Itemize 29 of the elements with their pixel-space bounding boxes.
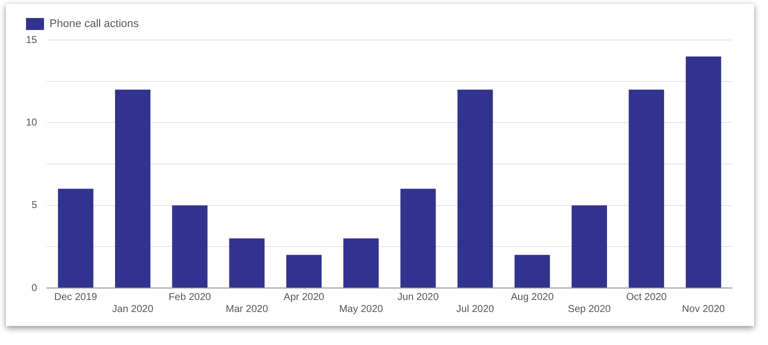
- x-tick-label: Nov 2020: [682, 304, 726, 315]
- x-tick-label: Feb 2020: [168, 292, 212, 303]
- x-tick-label: Jan 2020: [112, 304, 154, 315]
- x-tick-label: Jun 2020: [398, 292, 440, 303]
- x-tick-label: Mar 2020: [226, 304, 268, 315]
- bar: [343, 238, 379, 288]
- y-tick-label: 15: [26, 34, 38, 46]
- bar: [514, 254, 550, 288]
- legend-label: Phone call actions: [50, 18, 140, 30]
- x-tick-label: Oct 2020: [626, 292, 668, 303]
- bar: [58, 188, 94, 288]
- x-tick-label: Apr 2020: [284, 292, 325, 303]
- bar: [229, 238, 265, 288]
- x-tick-label: Jul 2020: [456, 304, 495, 315]
- x-tick-label: May 2020: [339, 304, 384, 315]
- x-tick-label: Dec 2019: [54, 292, 98, 303]
- bar: [172, 205, 208, 288]
- x-tick-label: Sep 2020: [568, 304, 612, 315]
- bar: [400, 188, 436, 288]
- y-tick-label: 10: [26, 117, 38, 128]
- bar: [115, 90, 150, 288]
- y-tick-label: 0: [32, 282, 38, 294]
- bar: [628, 90, 664, 288]
- bar: [572, 205, 608, 288]
- y-tick-label: 5: [32, 200, 38, 212]
- bar: [457, 90, 493, 288]
- bar: [286, 254, 322, 288]
- x-tick-label: Aug 2020: [510, 292, 554, 303]
- bar: [686, 56, 722, 288]
